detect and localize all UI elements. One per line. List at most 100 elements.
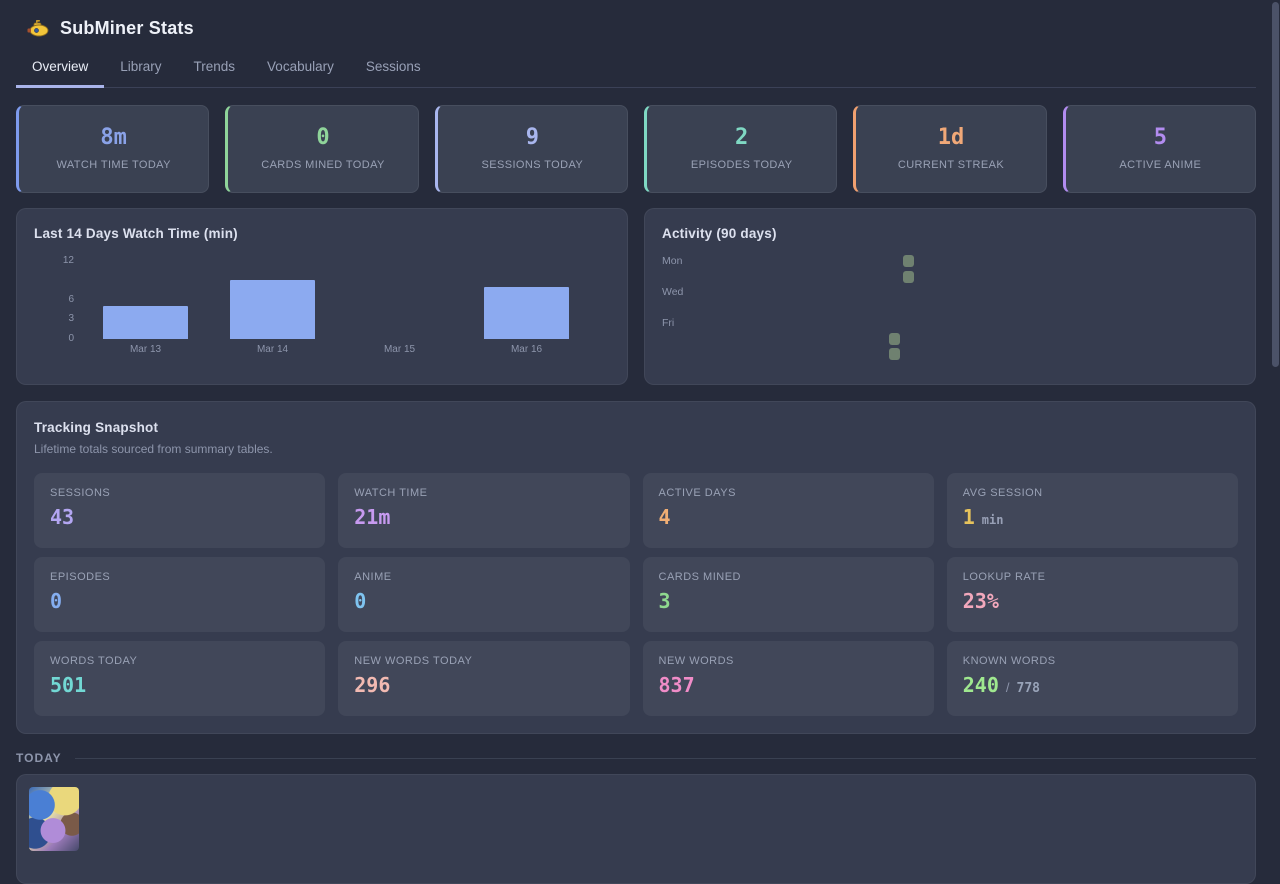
heatmap-cell (903, 333, 914, 345)
tab-trends[interactable]: Trends (178, 49, 252, 88)
watch-time-chart-title: Last 14 Days Watch Time (min) (34, 226, 238, 241)
heatmap-cell (819, 255, 830, 267)
snapshot-tile-value-row: 240 / 778 (963, 675, 1222, 696)
snapshot-tile-anime: ANIME 0 (338, 557, 630, 632)
tab-vocabulary[interactable]: Vocabulary (251, 49, 350, 88)
heatmap-cell (805, 286, 816, 298)
heatmap-cell (889, 255, 900, 267)
heatmap-cell (833, 302, 844, 314)
today-section: TODAY (16, 751, 1256, 884)
app-header: SubMiner Stats (0, 0, 1280, 41)
snapshot-tile-label: ANIME (354, 571, 392, 583)
heatmap-row-label-wed: Wed (662, 286, 684, 298)
stat-card-current-streak: 1d CURRENT STREAK (853, 105, 1047, 193)
heatmap-cell (819, 286, 830, 298)
app-title: SubMiner Stats (60, 17, 194, 38)
heatmap-cell (735, 255, 746, 267)
stat-card-cards-mined-today: 0 CARDS MINED TODAY (225, 105, 419, 193)
heatmap-cell (777, 286, 788, 298)
heatmap-cell (777, 317, 788, 329)
stat-card-value: 9 (525, 125, 539, 150)
snapshot-tile-cards-mined: CARDS MINED 3 (642, 557, 934, 632)
snapshot-tile-separator: / (1005, 680, 1010, 695)
activity-heatmap-panel: Activity (90 days) Mon Wed Fri (644, 208, 1256, 385)
snapshot-tile-value-row: 21m (354, 507, 613, 527)
heatmap-cell (777, 255, 788, 267)
snapshot-tile-value-row: 837 (659, 675, 918, 695)
heatmap-cell (763, 271, 774, 283)
heatmap-cell (763, 333, 774, 345)
heatmap-cell (861, 333, 872, 345)
snapshot-tile-value-row: 3 (659, 591, 918, 611)
stat-card-label: CARDS MINED TODAY (261, 159, 385, 171)
chart-bar-slot (463, 287, 590, 339)
heatmap-cell (805, 333, 816, 345)
tab-bar: Overview Library Trends Vocabulary Sessions (16, 49, 1256, 88)
heatmap-cell (861, 317, 872, 329)
heatmap-cell (847, 286, 858, 298)
chart-y-axis: 0 3 6 12 (38, 254, 74, 344)
heatmap-cell (819, 333, 830, 345)
chart-bar-slot (209, 280, 336, 339)
snapshot-tile-value-row: 296 (354, 675, 613, 695)
heatmap-cell (833, 333, 844, 345)
heatmap-cell (861, 255, 872, 267)
scrollbar-thumb[interactable] (1272, 2, 1279, 367)
heatmap-cell (875, 255, 886, 267)
stat-card-label: ACTIVE ANIME (1119, 159, 1202, 171)
heatmap-cell (875, 286, 886, 298)
snapshot-tile-unit: min (981, 513, 1004, 527)
stat-card-value: 0 (316, 125, 330, 150)
snapshot-tile-value: 837 (658, 673, 695, 697)
heatmap-cell (791, 302, 802, 314)
snapshot-tile-label: CARDS MINED (658, 571, 742, 583)
snapshot-tile-label: WORDS TODAY (50, 655, 138, 667)
heatmap-cell (847, 317, 858, 329)
snapshot-tile-label: SESSIONS (50, 487, 111, 499)
chart-plot-area (82, 254, 590, 339)
snapshot-tile-avg-session: AVG SESSION 1 min (946, 473, 1238, 548)
heatmap-cell (735, 348, 746, 360)
heatmap-cell (847, 348, 858, 360)
snapshot-tile-value: 0 (50, 589, 63, 613)
stat-card-watch-time-today: 8m WATCH TIME TODAY (16, 105, 210, 193)
snapshot-tile-value: 3 (658, 589, 671, 613)
heatmap-cell (847, 302, 858, 314)
snapshot-tile-value: 23% (962, 589, 999, 613)
stat-card-label: CURRENT STREAK (897, 159, 1005, 171)
snapshot-tile-label: LOOKUP RATE (962, 571, 1046, 583)
stat-card-value: 2 (735, 125, 749, 150)
heatmap-cell (903, 286, 914, 298)
heatmap-row-label-mon: Mon (662, 255, 683, 267)
heatmap-cell-active (903, 255, 914, 267)
episode-thumbnail[interactable] (29, 787, 79, 851)
heatmap-cell-active (903, 270, 914, 283)
heatmap-cell (833, 271, 844, 283)
stat-card-label: EPISODES TODAY (690, 159, 793, 171)
yellow-submarine-icon (27, 19, 49, 37)
chart-y-tick: 0 (68, 333, 74, 344)
snapshot-tile-value: 4 (658, 505, 671, 529)
tab-library[interactable]: Library (104, 49, 177, 88)
heatmap-cell (903, 317, 914, 329)
heatmap-cell (875, 317, 886, 329)
heatmap-cell (791, 317, 802, 329)
heatmap-cell (735, 302, 746, 314)
snapshot-tile-value-row: 0 (50, 591, 309, 611)
heatmap-cell (889, 286, 900, 298)
tab-sessions[interactable]: Sessions (350, 49, 437, 88)
today-session-card[interactable] (16, 774, 1256, 884)
heatmap-cell (777, 302, 788, 314)
snapshot-tile-value-row: 1 min (963, 507, 1222, 527)
heatmap-cell (735, 317, 746, 329)
snapshot-tile-value-row: 4 (659, 507, 918, 527)
heatmap-cell-active (889, 332, 900, 345)
tab-overview[interactable]: Overview (16, 49, 105, 88)
heatmap-cell (833, 348, 844, 360)
heatmap-cell (791, 255, 802, 267)
watch-time-bar-chart: 0 3 6 12 Mar 13 Mar 14 Mar 15 Mar 16 (34, 254, 610, 355)
heatmap-cell (875, 348, 886, 360)
chart-y-tick: 12 (62, 254, 74, 266)
tracking-snapshot-panel: Tracking Snapshot Lifetime totals source… (16, 401, 1256, 734)
heatmap-cell (889, 317, 900, 329)
